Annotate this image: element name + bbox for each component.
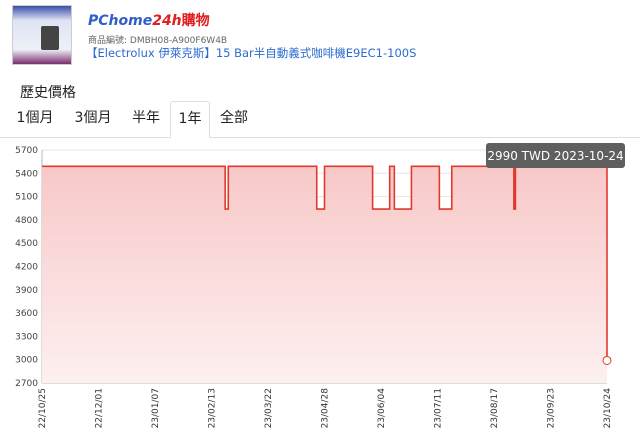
tab-3-months[interactable]: 3個月: [74, 110, 112, 126]
y-tick-label: 5700: [15, 146, 38, 156]
x-tick-label: 22/12/01: [95, 388, 105, 428]
x-tick-label: 23/07/11: [434, 388, 444, 428]
x-tick-label: 23/01/07: [151, 388, 161, 428]
logo-shop: 購物: [181, 13, 210, 29]
y-tick-label: 3600: [15, 309, 38, 319]
x-tick-label: 23/04/28: [321, 388, 331, 429]
y-tick-label: 3900: [15, 286, 38, 296]
logo-24h: 24h: [152, 13, 182, 29]
pchome-logo[interactable]: PChome24h購物: [88, 10, 210, 30]
x-tick-label: 23/02/13: [208, 388, 218, 428]
x-tick-label: 23/06/04: [377, 388, 387, 429]
y-tick-label: 2700: [15, 379, 38, 389]
y-tick-label: 4800: [15, 216, 38, 226]
y-tick-label: 5400: [15, 169, 38, 179]
last-point: [602, 355, 612, 365]
y-tick-label: 4500: [15, 239, 38, 249]
coffee-machine-image: [41, 26, 59, 50]
tab-1-month[interactable]: 1個月: [16, 110, 54, 126]
product-code-value: DMBH08-A900F6W4B: [129, 36, 228, 46]
tab-half-year[interactable]: 半年: [132, 110, 160, 126]
x-tick-label: 23/10/24: [603, 388, 613, 429]
y-tick-label: 3000: [15, 356, 38, 366]
tab-1-year[interactable]: 1年: [170, 101, 210, 138]
y-tick-label: 3300: [15, 332, 38, 342]
x-tick-label: 22/10/25: [38, 388, 48, 428]
x-tick-label: 23/08/17: [490, 388, 500, 428]
product-code-label: 商品編號:: [88, 36, 128, 46]
price-area: [42, 166, 607, 383]
product-title-link[interactable]: 【Electrolux 伊萊克斯】15 Bar半自動義式咖啡機E9EC1-100…: [86, 46, 417, 60]
x-tick-label: 23/09/23: [547, 388, 557, 428]
section-title: 歷史價格: [20, 85, 76, 101]
product-thumbnail[interactable]: [12, 5, 72, 65]
tab-all[interactable]: 全部: [220, 110, 248, 126]
price-line: [42, 165, 608, 361]
tooltip-bg: [486, 143, 625, 168]
range-tabs: 1個月 3個月 半年 1年 全部: [0, 101, 640, 138]
tooltip-text: 2990 TWD 2023-10-24: [487, 149, 623, 163]
y-tick-label: 4200: [15, 263, 38, 273]
y-tick-label: 5100: [15, 193, 38, 203]
logo-text: PChome: [88, 13, 153, 29]
product-code: 商品編號: DMBH08-A900F6W4B: [88, 33, 227, 46]
x-tick-label: 23/03/22: [264, 388, 274, 428]
